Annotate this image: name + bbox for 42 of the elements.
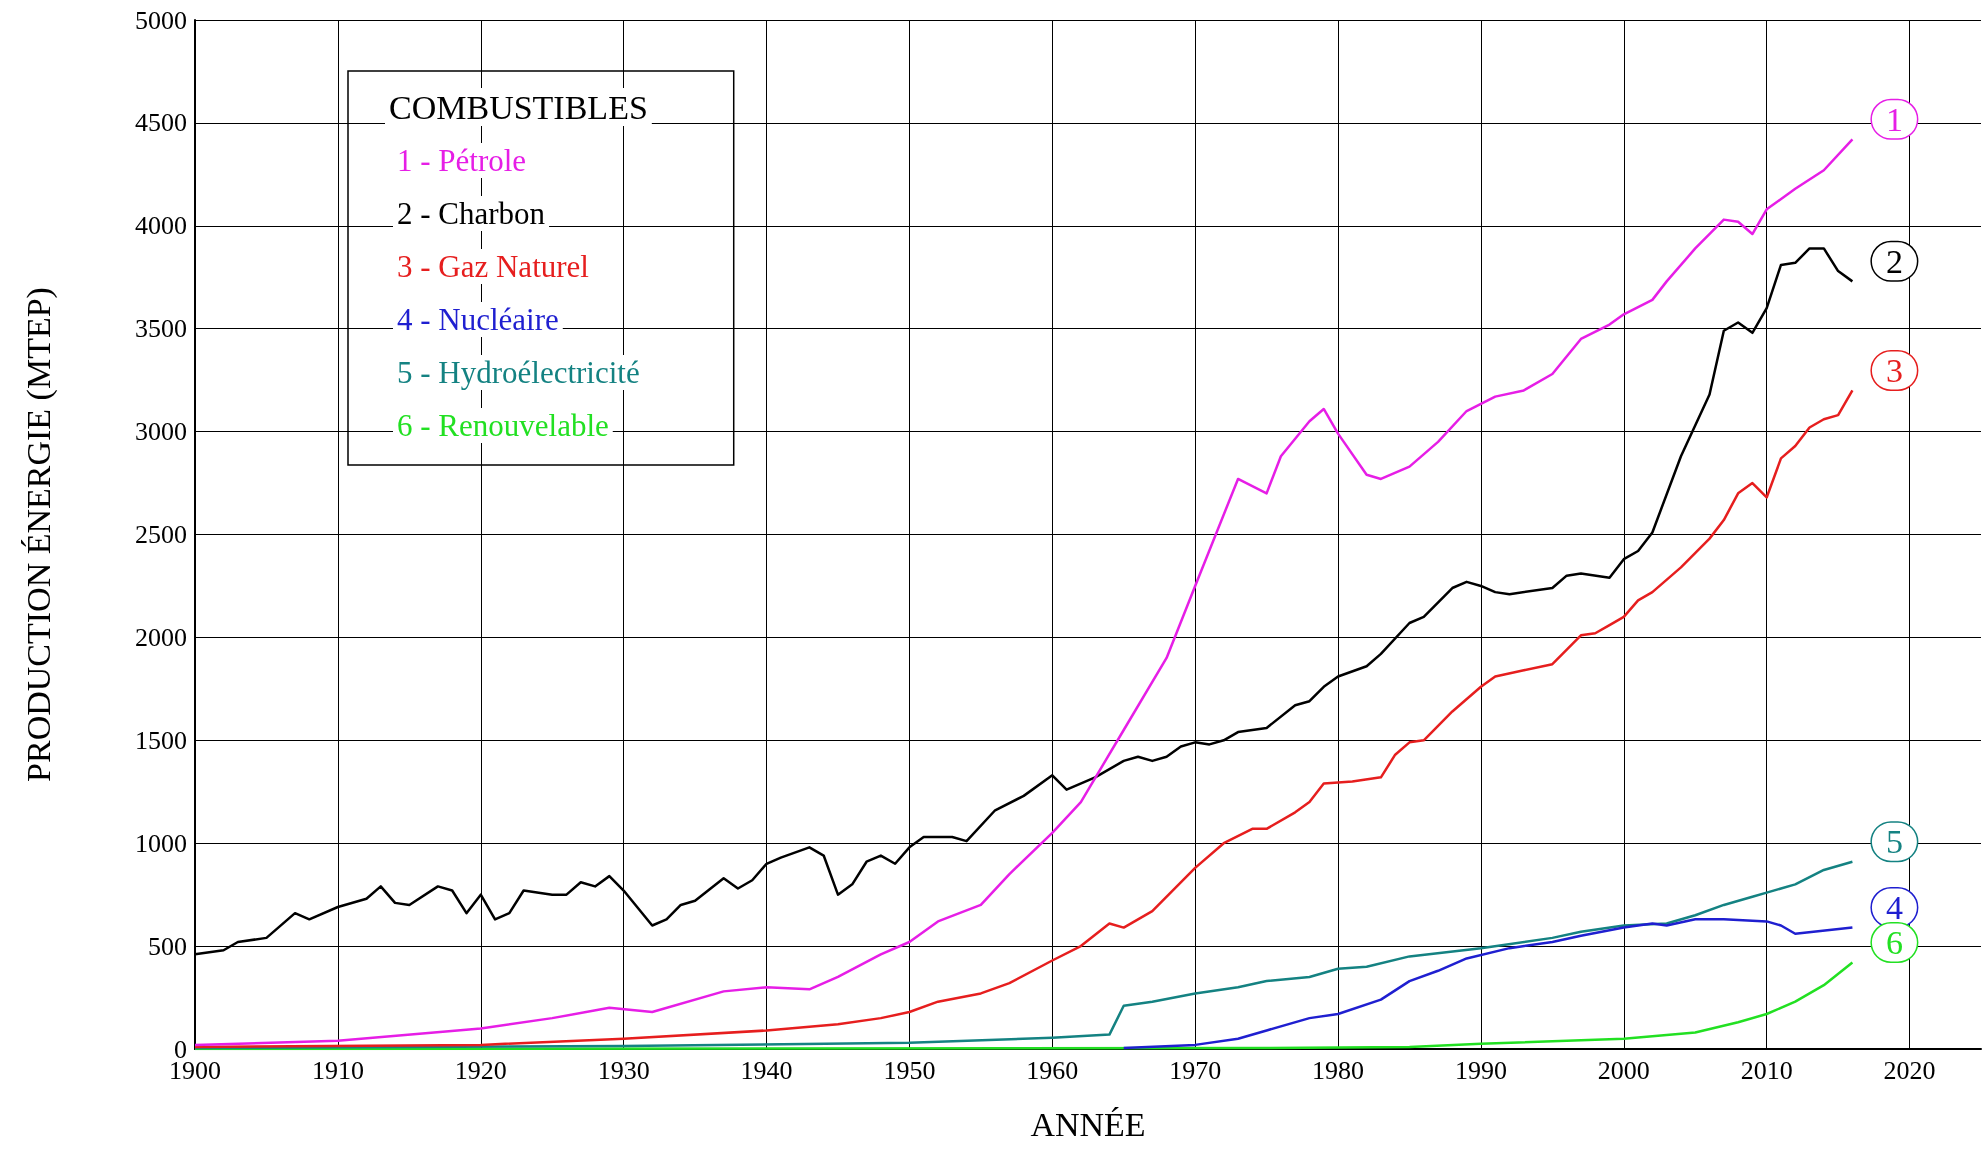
x-tick-label: 1910 [311,1055,364,1085]
y-tick-label: 4000 [135,211,187,241]
x-tick-label: 2020 [1883,1055,1936,1085]
annotation: 4 [1885,889,1903,927]
x-tick-label: 1990 [1454,1055,1507,1085]
line-series [193,389,1854,1049]
line-series [1122,918,1854,1050]
line-series [193,138,1854,1047]
x-tick-label: 1960 [1026,1055,1079,1085]
x-tick-label: 1980 [1312,1055,1365,1085]
annotation: 3 [1885,351,1903,389]
y-tick-label: 1500 [135,725,187,755]
x-tick-label: 1920 [454,1055,507,1085]
legend-title: COMBUSTIBLES [389,88,648,126]
y-tick-label: 4500 [135,108,187,138]
y-axis-title: PRODUCTION ÉNERGIE (MTEP) [19,287,58,782]
x-tick-label: 2000 [1597,1055,1650,1085]
text: 3 - Gaz Naturel [397,249,589,284]
text: 6 - Renouvelable [397,408,609,443]
annotation: 1 [1885,100,1903,138]
text: 2 - Charbon [397,196,546,231]
y-tick-label: 3500 [135,314,187,344]
x-tick-label: 1970 [1169,1055,1222,1085]
x-tick-label: 2010 [1740,1055,1793,1085]
y-tick-label: 2000 [135,622,187,652]
y-tick-label: 1000 [135,828,187,858]
text: 5 - Hydroélectricité [397,355,640,390]
annotation: 2 [1885,242,1903,280]
x-tick-label: 1950 [883,1055,936,1085]
line-series [193,961,1854,1051]
y-tick-label: 2500 [135,520,187,549]
y-tick-label: 500 [148,931,187,961]
line-series [193,860,1854,1050]
x-tick-label: 1930 [597,1055,650,1085]
text: 1 - Pétrole [397,143,527,178]
annotation: 5 [1885,823,1903,861]
x-axis-title: ANNÉE [1030,1105,1146,1143]
y-tick-label: 3000 [135,417,187,447]
x-tick-label: 1940 [740,1055,793,1085]
text: 4 - Nucléaire [397,302,559,337]
annotation: 6 [1885,924,1903,962]
y-tick-label: 5000 [135,5,187,35]
